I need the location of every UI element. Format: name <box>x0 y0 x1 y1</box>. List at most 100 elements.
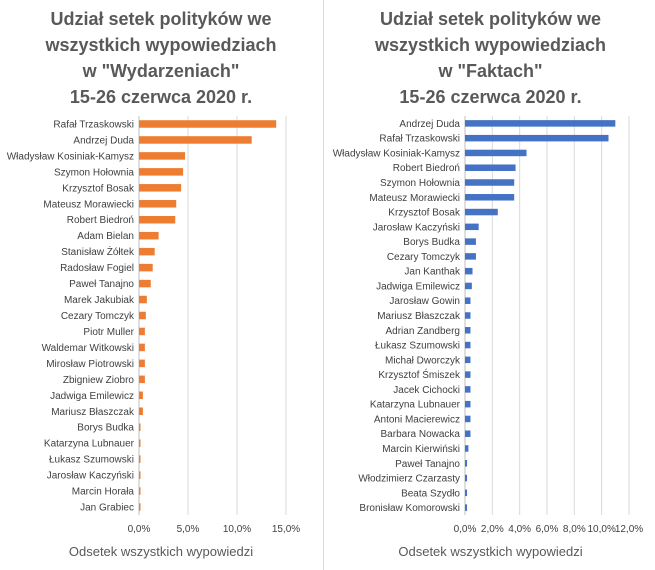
bar <box>465 356 471 364</box>
bar <box>465 194 515 201</box>
bar <box>465 504 468 511</box>
bar <box>139 391 143 400</box>
chart-title: Udział setek polityków we wszystkich wyp… <box>326 6 655 110</box>
x-tick-label: 4,0% <box>508 524 531 535</box>
bar <box>465 312 471 319</box>
category-label: Paweł Tanajno <box>69 279 134 290</box>
category-label: Władysław Kosiniak-Kamysz <box>333 148 460 159</box>
panel-divider <box>323 0 324 570</box>
bar <box>465 415 471 423</box>
chart-title-line: w "Wydarzeniach" <box>82 61 240 81</box>
category-label: Jarosław Kaczyński <box>373 222 460 233</box>
category-label: Jacek Cichocki <box>393 385 460 396</box>
x-tick-label: 8,0% <box>563 524 586 535</box>
category-label: Szymon Hołownia <box>380 178 460 189</box>
category-label: Rafał Trzaskowski <box>379 134 460 145</box>
category-label: Robert Biedroń <box>393 163 460 174</box>
bar-chart-wydarzenia: 0,0% 5,0% 10,0% 15,0% Rafał Trzaskowski Andrz… <box>7 116 300 535</box>
x-tick-label: 2,0% <box>481 524 504 535</box>
bar <box>139 136 252 144</box>
bar <box>139 455 141 463</box>
category-label: Barbara Nowacka <box>381 429 461 440</box>
bar <box>139 263 153 272</box>
bar <box>139 168 184 176</box>
chart-title-line: Udział setek polityków we <box>50 9 272 29</box>
category-label: Mariusz Błaszczak <box>377 311 461 322</box>
category-label: Zbigniew Ziobro <box>63 375 135 386</box>
bar <box>465 238 476 245</box>
category-label: Michał Dworczyk <box>385 355 461 366</box>
bar <box>139 311 146 320</box>
category-label: Władysław Kosiniak-Kamysz <box>7 151 134 162</box>
category-label: Szymon Hołownia <box>54 167 134 178</box>
x-tick-label: 15,0% <box>272 524 300 535</box>
category-label: Łukasz Szumowski <box>375 341 460 352</box>
category-label: Krzysztof Bosak <box>388 208 461 219</box>
bar <box>139 439 141 447</box>
category-label: Jarosław Kaczyński <box>47 471 134 482</box>
x-tick-label: 5,0% <box>177 524 200 535</box>
x-tick-label: 0,0% <box>454 524 477 535</box>
category-label: Jan Kanthak <box>404 267 461 278</box>
bar <box>465 134 609 142</box>
bar <box>139 279 151 288</box>
bar <box>465 327 471 334</box>
category-label: Andrzej Duda <box>399 119 460 130</box>
bar <box>465 474 468 482</box>
chart-title-line: w "Faktach" <box>438 61 543 81</box>
x-tick-label: 10,0% <box>587 524 615 535</box>
category-label: Jadwiga Emilewicz <box>376 281 460 292</box>
category-label: Marcin Horała <box>72 487 135 498</box>
bar <box>465 164 516 171</box>
bar <box>139 343 145 352</box>
x-axis-label: Odsetek wszystkich wypowiedzi <box>68 544 254 559</box>
bar <box>139 327 145 336</box>
bar <box>465 400 471 408</box>
x-tick-label: 10,0% <box>223 524 251 535</box>
bar <box>139 152 186 160</box>
bar <box>139 184 182 192</box>
category-label: Antoni Macierewicz <box>374 414 460 425</box>
chart-title-line: 15-26 czerwca 2020 r. <box>399 87 582 107</box>
bar <box>465 297 471 304</box>
category-label: Mateusz Morawiecki <box>369 193 460 204</box>
category-label: Jadwiga Emilewicz <box>50 391 134 402</box>
category-label: Stanisław Żółtek <box>61 245 135 258</box>
bar <box>139 487 141 495</box>
category-label: Cezary Tomczyk <box>387 252 461 263</box>
x-tick-label: 6,0% <box>536 524 559 535</box>
bar <box>139 471 141 479</box>
category-label: Rafał Trzaskowski <box>53 119 134 130</box>
bar <box>465 371 471 378</box>
bar <box>465 149 527 157</box>
bar <box>139 231 159 240</box>
category-label: Krzysztof Śmiszek <box>378 368 461 381</box>
category-label: Waldemar Witkowski <box>42 343 134 354</box>
category-label: Marcin Kierwiński <box>382 444 460 455</box>
category-label: Borys Budka <box>77 423 134 434</box>
bar <box>139 247 155 256</box>
bar <box>139 200 177 208</box>
bar <box>465 267 473 275</box>
bar <box>465 120 616 127</box>
category-label: Katarzyna Lubnauer <box>370 400 461 411</box>
bar <box>465 430 471 437</box>
category-label: Katarzyna Lubnauer <box>44 439 135 450</box>
category-label: Adrian Zandberg <box>386 326 461 337</box>
bar <box>465 208 498 216</box>
category-label: Krzysztof Bosak <box>62 183 135 194</box>
category-label: Marek Jakubiak <box>64 295 135 306</box>
category-label: Mateusz Morawiecki <box>43 199 134 210</box>
bar <box>465 253 476 260</box>
bar-chart-fakty: 0,0% 2,0% 4,0% 6,0% 8,0% 10,0%12,0% Andrzej Du… <box>333 116 643 535</box>
bar <box>139 359 145 368</box>
category-label: Robert Biedroń <box>67 215 134 226</box>
bar <box>465 489 468 497</box>
category-label: Jan Grabiec <box>80 503 134 514</box>
chart-panel-wydarzenia: Udział setek polityków we wszystkich wyp… <box>0 0 322 570</box>
bar <box>465 179 515 186</box>
bar <box>465 223 479 231</box>
chart-title: Udział setek polityków we wszystkich wyp… <box>0 6 322 110</box>
x-tick-label: 12,0% <box>615 524 643 535</box>
